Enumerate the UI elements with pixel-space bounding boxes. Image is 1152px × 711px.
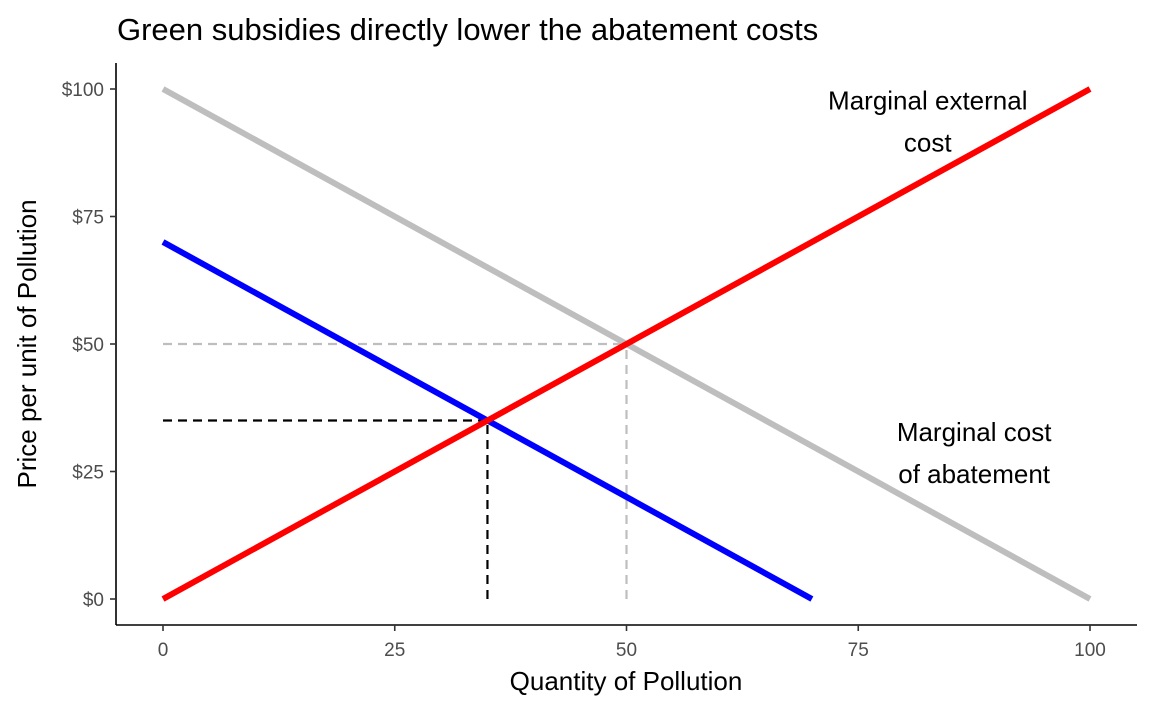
plot-area xyxy=(161,86,1092,602)
x-axis-title: Quantity of Pollution xyxy=(510,666,743,696)
annotation-line: of abatement xyxy=(898,459,1051,489)
annotation-mac-label: Marginal cost of abatement xyxy=(897,417,1052,489)
y-tick-label: $0 xyxy=(83,590,104,611)
x-tick-label: 0 xyxy=(158,640,169,661)
x-tick-label: 25 xyxy=(384,640,405,661)
y-tick-label: $75 xyxy=(72,208,104,229)
chart-title: Green subsidies directly lower the abate… xyxy=(117,12,818,47)
y-tick-label: $25 xyxy=(72,463,104,484)
annotation-line: cost xyxy=(904,127,952,157)
y-tick-label: $100 xyxy=(62,80,104,101)
annotation-line: Marginal external xyxy=(828,85,1027,115)
series-line-mec xyxy=(161,86,1092,602)
x-tick-label: 50 xyxy=(616,640,637,661)
annotation-line: Marginal cost xyxy=(897,417,1052,447)
y-axis-ticks: $0 $25 $50 $75 $100 xyxy=(62,80,116,611)
y-axis-title: Price per unit of Pollution xyxy=(12,199,42,488)
annotation-mec-label: Marginal external cost xyxy=(828,85,1027,157)
x-tick-label: 100 xyxy=(1074,640,1106,661)
x-axis-ticks: 0 25 50 75 100 xyxy=(158,625,1106,661)
y-tick-label: $50 xyxy=(72,335,104,356)
annotations: Marginal external cost Marginal cost of aba… xyxy=(828,85,1052,489)
x-tick-label: 75 xyxy=(848,640,869,661)
